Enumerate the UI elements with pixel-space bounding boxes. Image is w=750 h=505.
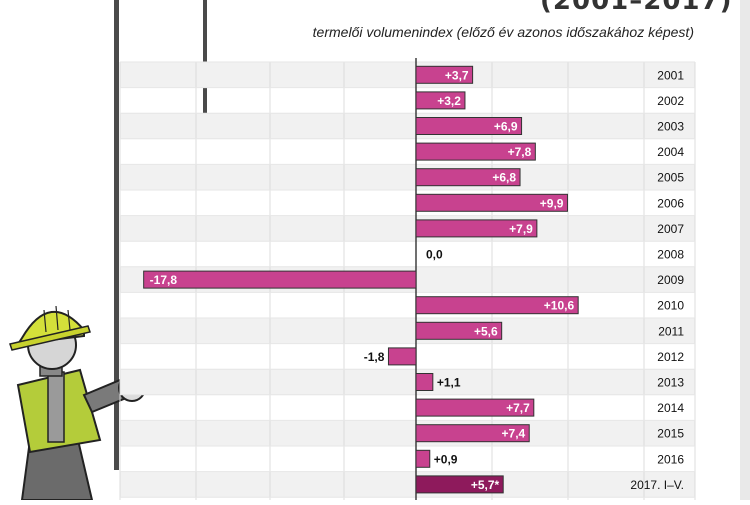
category-label: 2012 (657, 350, 684, 364)
value-label: +10,6 (544, 299, 575, 313)
bar (415, 193, 568, 212)
value-label: +7,7 (506, 401, 530, 415)
bar (415, 373, 434, 391)
chart-subtitle: termelői volumenindex (előző év azonos i… (312, 24, 694, 40)
bar (415, 398, 535, 417)
worker-helmet-ridges (43, 305, 71, 333)
row-band (120, 164, 695, 190)
value-label: +7,9 (509, 222, 533, 236)
value-label: +9,9 (540, 196, 564, 210)
labels-layer: +3,7 2001 +3,2 2002 +6,9 2003 +7,8 2004 +6,8 2005… (150, 68, 685, 492)
bars-layer (143, 65, 579, 494)
value-label: +1,1 (437, 376, 461, 390)
side-strip (740, 0, 750, 500)
value-label: 0,0 (426, 248, 443, 262)
category-label: 2013 (657, 376, 684, 390)
category-label: 2002 (657, 94, 684, 108)
bar (143, 270, 417, 289)
bar (415, 449, 431, 468)
row-band (120, 215, 695, 242)
value-label: +3,7 (445, 68, 469, 82)
bar (415, 117, 523, 135)
category-label: 2009 (657, 273, 684, 287)
bar (415, 475, 504, 494)
category-label: 2004 (657, 145, 684, 159)
worker-helmet-brim (9, 325, 91, 351)
category-label: 2017. I–V. (630, 478, 684, 492)
value-label: +7,4 (502, 427, 526, 441)
bar (387, 347, 417, 366)
row-band (120, 420, 695, 446)
bar (415, 142, 536, 161)
value-label: +5,7* (471, 478, 500, 492)
row-band (120, 318, 695, 344)
bar (415, 65, 474, 84)
bar (415, 219, 538, 238)
value-label: +6,9 (494, 120, 518, 134)
pole-left (114, 0, 119, 470)
row-band (120, 113, 695, 139)
category-label: 2008 (657, 248, 684, 262)
category-label: 2007 (657, 222, 684, 236)
value-label: +5,6 (474, 324, 498, 338)
bar (415, 424, 530, 443)
bar (415, 91, 466, 110)
value-label: -17,8 (150, 273, 178, 287)
row-band (120, 471, 695, 498)
bar (415, 321, 503, 340)
value-label: -1,8 (364, 350, 385, 364)
bar (415, 296, 579, 315)
chart-title: (2001–2017) (540, 0, 733, 16)
category-label: 2016 (657, 452, 684, 466)
value-label: +6,8 (492, 171, 516, 185)
category-label: 2003 (657, 120, 684, 134)
category-label: 2015 (657, 427, 684, 441)
worker-torso-stripe (47, 371, 65, 443)
row-band (120, 62, 695, 88)
category-label: 2010 (657, 299, 684, 313)
row-band (120, 369, 695, 395)
category-label: 2006 (657, 196, 684, 210)
bar (415, 168, 521, 187)
category-label: 2001 (657, 68, 684, 82)
category-label: 2014 (657, 401, 684, 415)
value-label: +3,2 (437, 94, 461, 108)
category-label: 2011 (658, 324, 684, 338)
category-label: 2005 (657, 171, 684, 185)
value-label: +7,8 (508, 145, 532, 159)
value-label: +0,9 (434, 452, 458, 466)
